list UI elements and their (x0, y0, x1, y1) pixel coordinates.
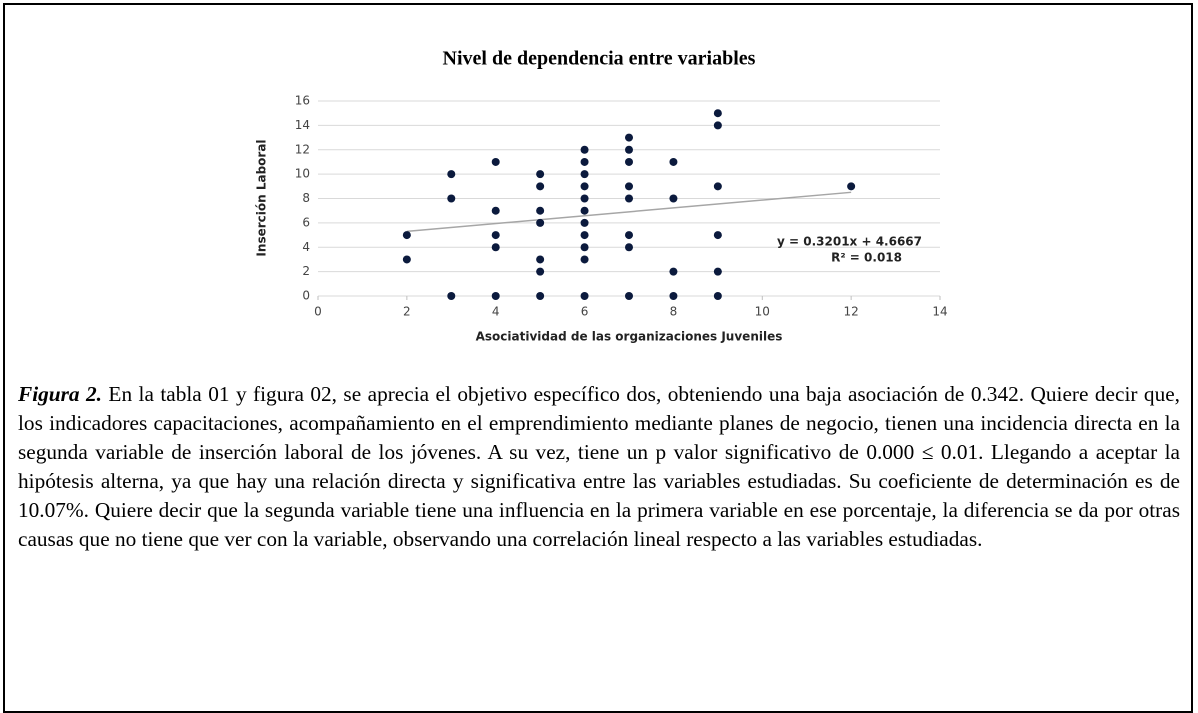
point (847, 182, 856, 191)
point (447, 292, 456, 300)
point (580, 170, 589, 179)
point (713, 109, 722, 118)
caption: Figura 2. En la tabla 01 y figura 02, se… (18, 380, 1180, 554)
point (625, 231, 633, 240)
point (536, 170, 545, 179)
point (536, 206, 545, 215)
point (669, 157, 678, 166)
point (491, 292, 500, 300)
x-tick-label: 4 (492, 305, 500, 319)
point (713, 121, 722, 130)
x-tick-label: 0 (314, 305, 322, 319)
point (402, 255, 411, 264)
x-tick-label: 10 (755, 305, 770, 319)
x-tick-label: 14 (932, 305, 947, 319)
point (669, 194, 678, 203)
y-tick-label: 12 (295, 142, 310, 156)
point (536, 218, 545, 227)
point (625, 182, 633, 191)
point (491, 206, 500, 215)
point (713, 267, 722, 276)
point (580, 255, 589, 264)
x-tick-label: 12 (844, 305, 859, 319)
point (625, 292, 633, 300)
caption-text: En la tabla 01 y figura 02, se aprecia e… (18, 382, 1180, 551)
y-tick-label: 4 (302, 240, 310, 254)
trend-r2: R² = 0.018 (831, 251, 902, 265)
y-tick-label: 10 (295, 167, 310, 181)
x-axis-title: Asociatividad de las organizaciones Juve… (476, 330, 783, 344)
point (536, 267, 545, 276)
chart: Nivel de dependencia entre variables Aso… (255, 48, 948, 344)
point (580, 157, 589, 166)
point (536, 182, 545, 191)
trend-equation: y = 0.3201x + 4.6667 (777, 235, 922, 249)
trendline (406, 191, 852, 233)
y-axis-title: Inserción Laboral (255, 139, 269, 256)
point (447, 170, 456, 179)
point (402, 231, 411, 240)
y-tick-label: 0 (302, 289, 310, 303)
point (580, 292, 589, 300)
point (447, 194, 456, 203)
point (713, 292, 722, 300)
point (580, 218, 589, 227)
x-tick-label: 8 (670, 305, 678, 319)
point (491, 157, 500, 166)
y-tick-label: 8 (302, 191, 310, 205)
point (536, 255, 545, 264)
point (580, 182, 589, 191)
point (713, 231, 722, 240)
point (625, 133, 633, 142)
point (580, 145, 589, 154)
point (491, 231, 500, 240)
x-tick-label: 6 (581, 305, 589, 319)
chart-title: Nivel de dependencia entre variables (443, 48, 756, 70)
point (669, 292, 678, 300)
point (713, 182, 722, 191)
point (625, 157, 633, 166)
point (536, 292, 545, 300)
point (625, 145, 633, 154)
point (625, 194, 633, 203)
caption-label: Figura 2. (18, 382, 102, 406)
point (625, 243, 633, 252)
y-tick-label: 14 (295, 118, 310, 132)
x-tick-label: 2 (403, 305, 411, 319)
point (580, 206, 589, 215)
point (491, 243, 500, 252)
point (580, 194, 589, 203)
y-tick-label: 6 (302, 215, 310, 229)
y-tick-label: 2 (302, 264, 310, 278)
point (580, 243, 589, 252)
point (580, 231, 589, 240)
point (669, 267, 678, 276)
y-tick-label: 16 (295, 94, 310, 108)
